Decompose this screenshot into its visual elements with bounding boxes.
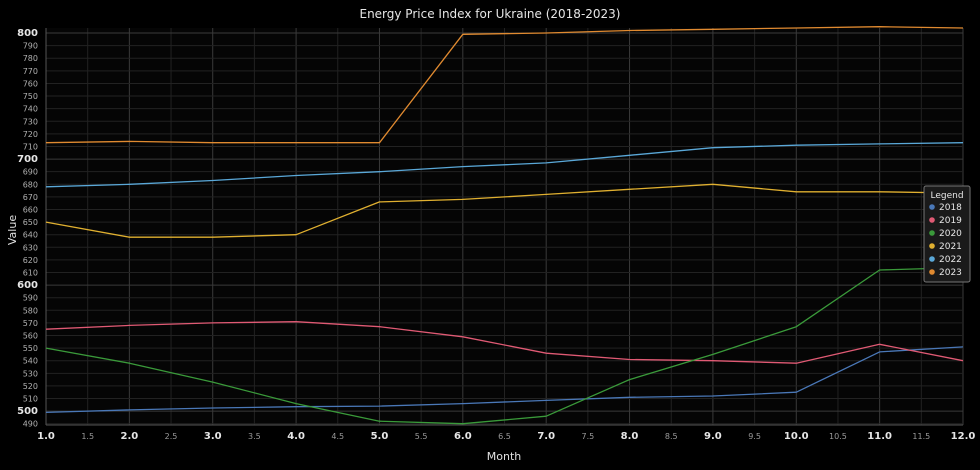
legend-marker-2020 xyxy=(929,230,935,236)
y-tick-label: 520 xyxy=(23,382,38,391)
y-tick-label: 740 xyxy=(23,105,38,114)
x-tick-label: 5.0 xyxy=(371,431,389,442)
chart-title: Energy Price Index for Ukraine (2018-202… xyxy=(359,7,620,21)
x-axis-label: Month xyxy=(487,450,522,463)
series-line-2021 xyxy=(45,183,964,238)
series-line-2019 xyxy=(45,321,964,364)
x-tick-label: 3.0 xyxy=(204,431,222,442)
legend-label-2018: 2018 xyxy=(939,203,962,213)
x-tick-label: 4.0 xyxy=(287,431,305,442)
x-tick-label: 9.5 xyxy=(748,432,761,441)
y-tick-label: 550 xyxy=(23,344,38,353)
tick-labels: 1.0 1.5 2.0 2.5 3.0 3.5 4.0 4.5 5.0 5.5 6.0 6.5 7.0 7… xyxy=(17,28,975,442)
y-tick-label: 570 xyxy=(23,319,38,328)
legend-label-2022: 2022 xyxy=(939,255,962,265)
y-tick-label: 770 xyxy=(23,67,38,76)
y-tick-label: 610 xyxy=(23,269,38,278)
y-axis-label: Value xyxy=(6,215,19,245)
legend-title: Legend xyxy=(930,191,963,201)
x-tick-label: 9.0 xyxy=(704,431,722,442)
y-tick-label: 660 xyxy=(23,205,38,214)
legend: Legend 2018 2019 2020 2021 2022 2023 xyxy=(923,185,971,283)
y-tick-label: 760 xyxy=(23,79,38,88)
x-tick-label: 11.0 xyxy=(867,431,892,442)
legend-box xyxy=(923,185,971,283)
legend-marker-2022 xyxy=(929,256,935,262)
y-tick-label: 780 xyxy=(23,54,38,63)
axes xyxy=(45,28,963,426)
y-tick-label: 750 xyxy=(23,92,38,101)
y-tick-label: 530 xyxy=(23,369,38,378)
y-tick-label: 600 xyxy=(17,280,38,291)
x-tick-label: 11.5 xyxy=(912,432,930,441)
x-tick-label: 12.0 xyxy=(951,431,976,442)
y-tick-label: 630 xyxy=(23,243,38,252)
legend-marker-2023 xyxy=(929,269,935,275)
x-tick-label: 8.0 xyxy=(621,431,639,442)
y-tick-label: 640 xyxy=(23,231,38,240)
y-tick-label: 540 xyxy=(23,357,38,366)
y-tick-label: 710 xyxy=(23,142,38,151)
legend-label-2021: 2021 xyxy=(939,242,962,252)
x-tick-label: 2.0 xyxy=(121,431,139,442)
legend-marker-2018 xyxy=(929,204,935,210)
x-tick-label: 7.0 xyxy=(537,431,555,442)
x-tick-label: 1.0 xyxy=(37,431,55,442)
x-tick-label: 2.5 xyxy=(165,432,178,441)
grid xyxy=(45,28,964,425)
series-line-2023 xyxy=(45,26,964,144)
y-tick-label: 700 xyxy=(17,154,38,165)
series-line-2018 xyxy=(45,346,964,414)
x-tick-label: 1.5 xyxy=(81,432,94,441)
x-tick-label: 7.5 xyxy=(581,432,594,441)
x-tick-label: 3.5 xyxy=(248,432,261,441)
y-tick-label: 490 xyxy=(23,420,38,429)
x-tick-label: 8.5 xyxy=(665,432,678,441)
y-tick-label: 620 xyxy=(23,256,38,265)
y-tick-label: 680 xyxy=(23,180,38,189)
legend-marker-2019 xyxy=(929,217,935,223)
y-tick-label: 510 xyxy=(23,395,38,404)
y-tick-label: 500 xyxy=(17,406,38,417)
legend-label-2020: 2020 xyxy=(939,229,962,239)
x-tick-label: 4.5 xyxy=(331,432,344,441)
series-line-2022 xyxy=(45,142,964,188)
y-tick-label: 800 xyxy=(17,28,38,39)
y-tick-label: 690 xyxy=(23,168,38,177)
y-tick-label: 790 xyxy=(23,42,38,51)
y-tick-label: 670 xyxy=(23,193,38,202)
legend-marker-2021 xyxy=(929,243,935,249)
y-tick-label: 720 xyxy=(23,130,38,139)
y-tick-label: 590 xyxy=(23,294,38,303)
legend-label-2019: 2019 xyxy=(939,216,962,226)
y-tick-label: 730 xyxy=(23,117,38,126)
legend-label-2023: 2023 xyxy=(939,268,962,278)
x-tick-label: 10.5 xyxy=(829,432,847,441)
x-tick-label: 6.5 xyxy=(498,432,511,441)
series-lines xyxy=(45,26,964,425)
series-line-2020 xyxy=(45,266,964,425)
y-tick-label: 560 xyxy=(23,332,38,341)
y-tick-label: 580 xyxy=(23,306,38,315)
x-tick-label: 6.0 xyxy=(454,431,472,442)
x-tick-label: 5.5 xyxy=(415,432,428,441)
x-tick-label: 10.0 xyxy=(784,431,809,442)
y-tick-label: 650 xyxy=(23,218,38,227)
